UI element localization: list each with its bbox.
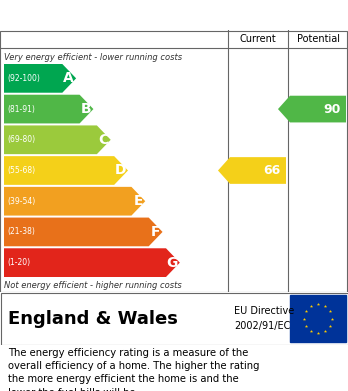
- Polygon shape: [4, 64, 76, 93]
- Polygon shape: [4, 95, 93, 124]
- Polygon shape: [4, 217, 163, 246]
- Text: 66: 66: [263, 164, 280, 177]
- Text: 2002/91/EC: 2002/91/EC: [234, 321, 290, 332]
- Text: (69-80): (69-80): [7, 135, 35, 144]
- Text: Not energy efficient - higher running costs: Not energy efficient - higher running co…: [4, 281, 182, 290]
- Text: (92-100): (92-100): [7, 74, 40, 83]
- Text: Very energy efficient - lower running costs: Very energy efficient - lower running co…: [4, 53, 182, 62]
- Text: G: G: [166, 256, 178, 270]
- Text: 90: 90: [323, 102, 341, 116]
- Text: (55-68): (55-68): [7, 166, 35, 175]
- Text: C: C: [98, 133, 109, 147]
- Text: (39-54): (39-54): [7, 197, 35, 206]
- Bar: [290, 295, 346, 342]
- Text: England & Wales: England & Wales: [8, 310, 178, 328]
- Text: (21-38): (21-38): [7, 228, 35, 237]
- Polygon shape: [4, 187, 145, 215]
- Polygon shape: [4, 156, 128, 185]
- Polygon shape: [4, 248, 180, 277]
- Polygon shape: [278, 96, 346, 122]
- Text: E: E: [134, 194, 143, 208]
- Text: Potential: Potential: [296, 34, 340, 44]
- Text: The energy efficiency rating is a measure of the
overall efficiency of a home. T: The energy efficiency rating is a measur…: [8, 348, 260, 391]
- Text: (1-20): (1-20): [7, 258, 30, 267]
- Polygon shape: [218, 157, 286, 184]
- Text: B: B: [81, 102, 92, 116]
- Text: EU Directive: EU Directive: [234, 305, 294, 316]
- Text: D: D: [114, 163, 126, 178]
- Polygon shape: [4, 126, 111, 154]
- Text: Energy Efficiency Rating: Energy Efficiency Rating: [10, 7, 220, 23]
- Text: F: F: [151, 225, 160, 239]
- Text: A: A: [63, 71, 74, 85]
- Text: (81-91): (81-91): [7, 104, 35, 113]
- Text: Current: Current: [240, 34, 276, 44]
